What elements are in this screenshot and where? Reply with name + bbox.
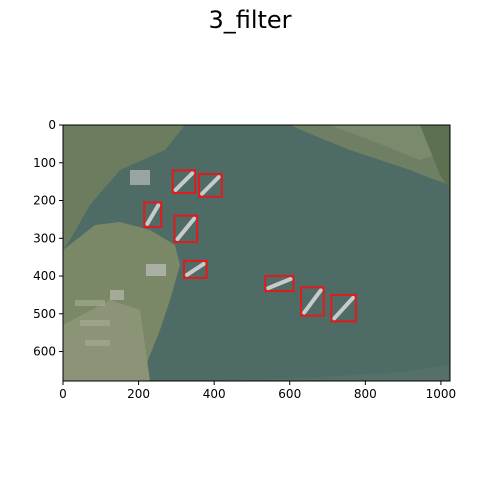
axes-frame [62,124,451,382]
figure-title: 3_filter [208,6,292,34]
detection-box [300,286,325,317]
ship [173,171,195,192]
x-axis: 0 200 400 600 800 1000 [59,381,456,401]
x-tick-label: 800 [354,387,377,401]
detection-box [264,275,295,293]
detection-box [173,214,199,244]
x-tick-label: 600 [278,387,301,401]
detection-box [330,293,357,323]
y-axis: 0 100 200 300 400 500 600 [33,118,63,359]
ship [302,288,323,315]
y-tick-label: 100 [33,156,56,170]
detection-box [143,201,163,228]
x-tick-label: 0 [59,387,67,401]
aerial-image [63,125,450,381]
detection-box [171,169,197,194]
y-tick-label: 0 [48,118,56,132]
ship [332,295,355,321]
detection-boxes [143,169,357,323]
x-tick-label: 400 [203,387,226,401]
x-tick-label: 1000 [426,387,457,401]
ship [184,261,206,277]
x-tick-label: 200 [127,387,150,401]
detection-box [198,173,223,198]
y-tick-label: 500 [33,307,56,321]
plot-area: 0 200 400 600 800 1000 0 100 200 300 400 500 600 [33,118,456,401]
y-tick-label: 600 [33,345,56,359]
ship [175,216,197,242]
ship [145,203,161,226]
y-tick-label: 200 [33,194,56,208]
y-tick-label: 400 [33,269,56,283]
y-tick-label: 300 [33,231,56,245]
ship [266,277,293,291]
ship [200,175,221,196]
detection-box [182,259,208,279]
